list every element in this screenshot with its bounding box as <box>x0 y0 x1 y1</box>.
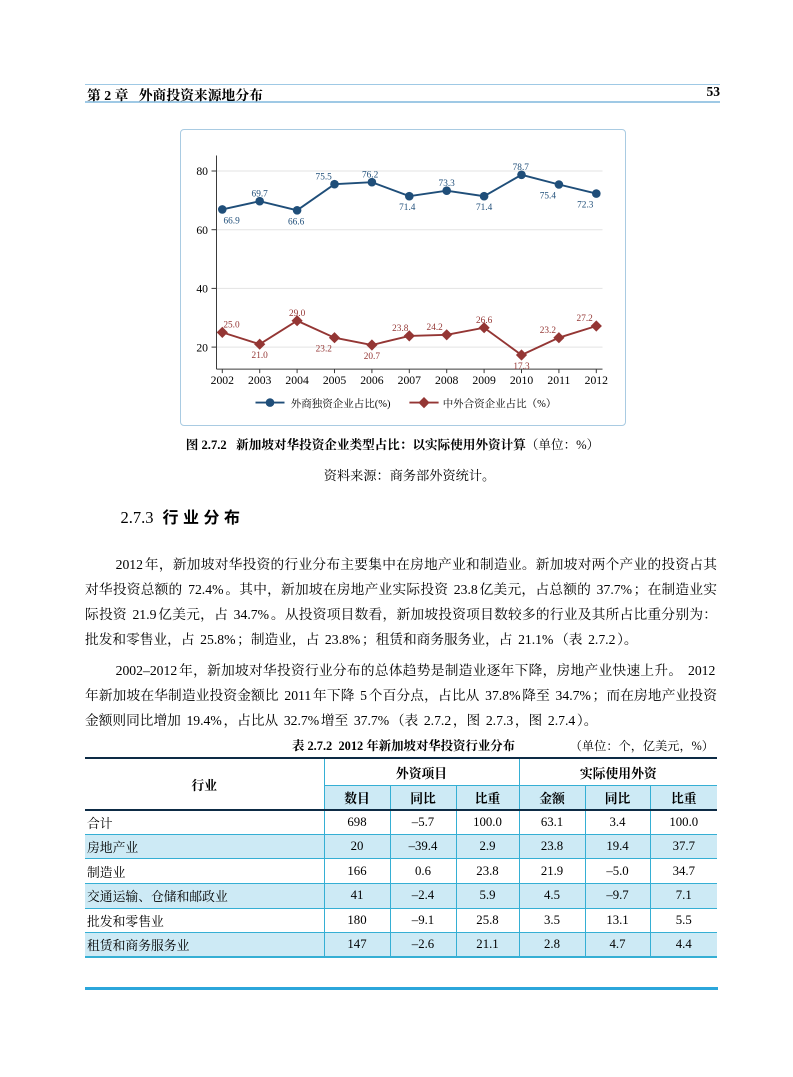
svg-text:2003: 2003 <box>248 374 272 387</box>
svg-text:2010: 2010 <box>509 374 533 387</box>
svg-text:2009: 2009 <box>472 374 496 387</box>
svg-text:2008: 2008 <box>435 374 459 387</box>
svg-text:26.6: 26.6 <box>475 315 492 325</box>
svg-text:24.2: 24.2 <box>426 323 443 333</box>
svg-text:40: 40 <box>196 282 208 295</box>
svg-text:23.2: 23.2 <box>315 344 332 354</box>
svg-text:2007: 2007 <box>397 374 421 387</box>
svg-text:73.3: 73.3 <box>438 178 455 188</box>
svg-text:2004: 2004 <box>285 374 309 387</box>
svg-text:29.0: 29.0 <box>288 308 305 318</box>
svg-text:20: 20 <box>196 341 208 354</box>
svg-text:21.0: 21.0 <box>251 351 268 361</box>
svg-text:23.8: 23.8 <box>392 324 409 334</box>
svg-text:中外合资企业占比（%）: 中外合资企业占比（%） <box>442 396 556 409</box>
svg-text:2012: 2012 <box>584 374 608 387</box>
svg-text:76.2: 76.2 <box>361 170 378 180</box>
svg-text:75.5: 75.5 <box>315 172 332 182</box>
svg-text:外商独资企业占比(%): 外商独资企业占比(%) <box>290 396 390 409</box>
svg-text:71.4: 71.4 <box>475 203 492 213</box>
svg-text:80: 80 <box>196 165 208 178</box>
svg-text:2006: 2006 <box>360 374 384 387</box>
svg-text:25.0: 25.0 <box>223 320 240 330</box>
svg-text:2002: 2002 <box>210 374 234 387</box>
svg-text:75.4: 75.4 <box>539 191 556 201</box>
svg-text:23.2: 23.2 <box>539 325 556 335</box>
svg-text:72.3: 72.3 <box>577 200 594 210</box>
svg-text:71.4: 71.4 <box>399 203 416 213</box>
svg-text:69.7: 69.7 <box>251 189 268 199</box>
svg-text:20.7: 20.7 <box>363 352 380 362</box>
svg-text:66.6: 66.6 <box>287 217 304 227</box>
svg-text:60: 60 <box>196 223 208 236</box>
svg-text:2005: 2005 <box>322 374 346 387</box>
svg-text:17.3: 17.3 <box>513 362 530 372</box>
svg-text:2011: 2011 <box>547 374 570 387</box>
svg-text:27.2: 27.2 <box>576 314 593 324</box>
svg-text:78.7: 78.7 <box>512 163 529 173</box>
svg-text:66.9: 66.9 <box>223 216 240 226</box>
